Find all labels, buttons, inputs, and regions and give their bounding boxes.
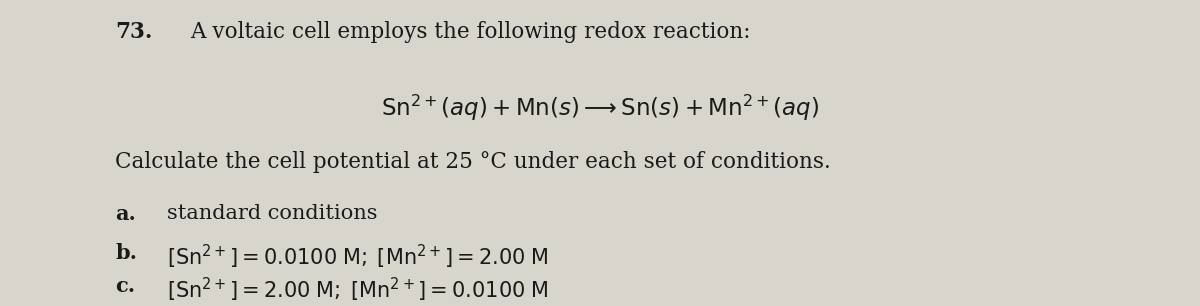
Text: A voltaic cell employs the following redox reaction:: A voltaic cell employs the following red… [191,21,751,43]
Text: standard conditions: standard conditions [167,204,377,223]
Text: c.: c. [115,276,136,296]
Text: $[\mathrm{Sn}^{2+}] = 2.00\;\mathrm{M};\;[\mathrm{Mn}^{2+}] = 0.0100\;\mathrm{M}: $[\mathrm{Sn}^{2+}] = 2.00\;\mathrm{M};\… [167,276,547,304]
Text: Calculate the cell potential at 25 °C under each set of conditions.: Calculate the cell potential at 25 °C un… [115,151,830,173]
Text: 73.: 73. [115,21,152,43]
Text: $\mathrm{Sn}^{2+}(aq) + \mathrm{Mn}(s) \longrightarrow \mathrm{Sn}(s) + \mathrm{: $\mathrm{Sn}^{2+}(aq) + \mathrm{Mn}(s) \… [380,93,820,123]
Text: b.: b. [115,243,137,263]
Text: a.: a. [115,204,136,224]
Text: $[\mathrm{Sn}^{2+}] = 0.0100\;\mathrm{M};\;[\mathrm{Mn}^{2+}] = 2.00\;\mathrm{M}: $[\mathrm{Sn}^{2+}] = 0.0100\;\mathrm{M}… [167,243,547,271]
